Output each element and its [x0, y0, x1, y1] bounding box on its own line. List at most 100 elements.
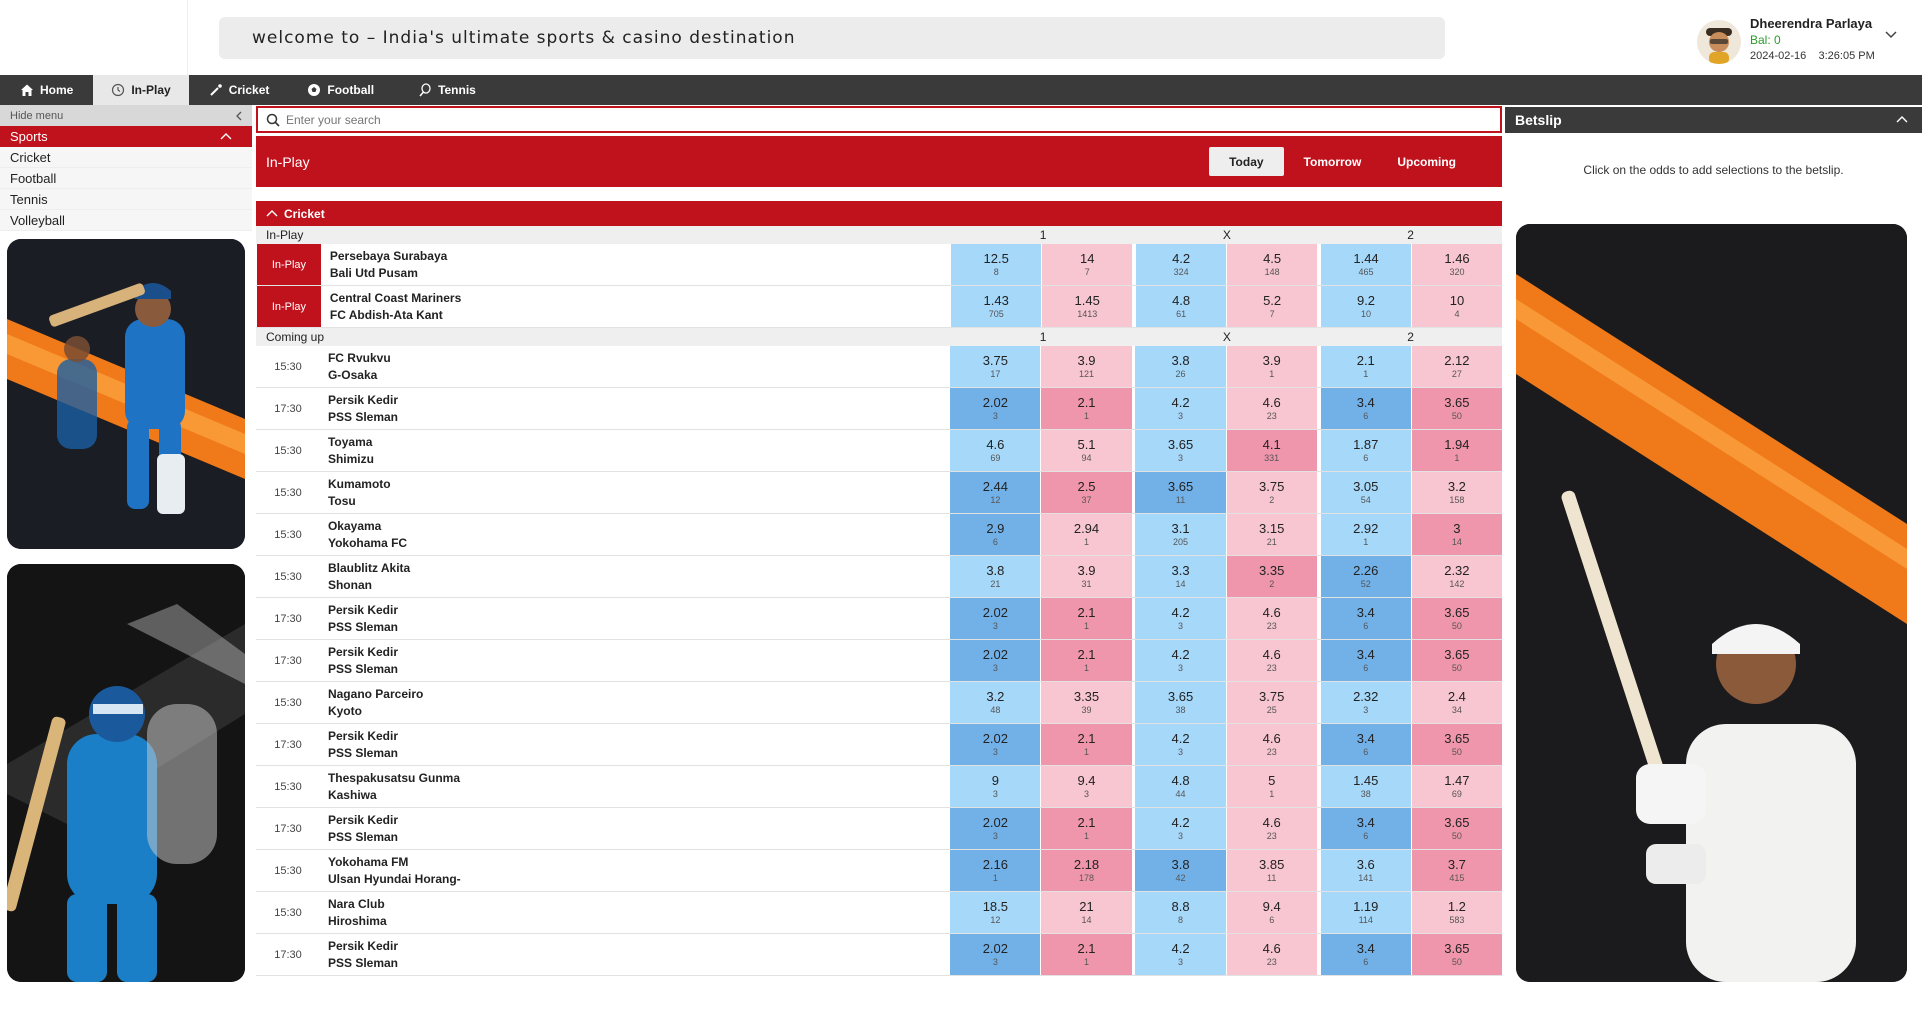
tab-tomorrow[interactable]: Tomorrow: [1303, 154, 1362, 169]
logo-area[interactable]: [0, 0, 188, 75]
odds-lay-button[interactable]: 1.47 69: [1411, 766, 1502, 807]
odds-lay-button[interactable]: 1.46 320: [1412, 244, 1503, 285]
table-row[interactable]: 15:30 FC Rvukvu G-Osaka 3.75 17 3.9 121 3.8 26 3.…: [256, 346, 1502, 388]
sidebar-item-football[interactable]: Football: [0, 168, 252, 189]
match-teams[interactable]: Persebaya Surabaya Bali Utd Pusam: [322, 244, 950, 285]
odds-back-button[interactable]: 2.92 1: [1320, 514, 1411, 555]
odds-back-button[interactable]: 2.02 3: [950, 934, 1041, 975]
odds-lay-button[interactable]: 3.75 25: [1226, 682, 1317, 723]
odds-lay-button[interactable]: 1.94 1: [1411, 430, 1502, 471]
odds-lay-button[interactable]: 3.9 1: [1226, 346, 1317, 387]
odds-lay-button[interactable]: 9.4 6: [1226, 892, 1317, 933]
odds-lay-button[interactable]: 4.6 23: [1226, 640, 1317, 681]
match-teams[interactable]: Kumamoto Tosu: [320, 472, 949, 513]
odds-back-button[interactable]: 9.2 10: [1321, 286, 1412, 327]
user-menu[interactable]: Dheerendra Parlaya Bal: 0 2024-02-16 3:2…: [1697, 16, 1917, 66]
odds-lay-button[interactable]: 4.6 23: [1226, 724, 1317, 765]
betslip-promo-banner[interactable]: [1516, 224, 1907, 982]
odds-lay-button[interactable]: 3 14: [1411, 514, 1502, 555]
match-teams[interactable]: Yokohama FM Ulsan Hyundai Horang-: [320, 850, 949, 891]
odds-lay-button[interactable]: 3.65 50: [1411, 934, 1502, 975]
odds-back-button[interactable]: 2.02 3: [950, 598, 1041, 639]
odds-back-button[interactable]: 1.44 465: [1321, 244, 1412, 285]
nav-tennis[interactable]: Tennis: [392, 75, 494, 105]
nav-home[interactable]: Home: [0, 75, 93, 105]
odds-lay-button[interactable]: 3.9 31: [1041, 556, 1132, 597]
table-row[interactable]: 15:30 Kumamoto Tosu 2.44 12 2.5 37 3.65 11 3.75 2 3…: [256, 472, 1502, 514]
odds-lay-button[interactable]: 3.35 2: [1226, 556, 1317, 597]
odds-lay-button[interactable]: 4.6 23: [1226, 934, 1317, 975]
table-row[interactable]: 15:30 Nara Club Hiroshima 18.5 12 21 14 8.8 8 9.4…: [256, 892, 1502, 934]
odds-back-button[interactable]: 1.19 114: [1320, 892, 1411, 933]
odds-back-button[interactable]: 2.44 12: [950, 472, 1041, 513]
odds-lay-button[interactable]: 3.7 415: [1411, 850, 1502, 891]
odds-back-button[interactable]: 3.75 17: [950, 346, 1041, 387]
tab-upcoming[interactable]: Upcoming: [1397, 154, 1456, 169]
sidebar-item-tennis[interactable]: Tennis: [0, 189, 252, 210]
nav-football[interactable]: Football: [287, 75, 392, 105]
match-teams[interactable]: Nara Club Hiroshima: [320, 892, 949, 933]
odds-back-button[interactable]: 1.43 705: [951, 286, 1042, 327]
odds-back-button[interactable]: 3.1 205: [1135, 514, 1226, 555]
table-row[interactable]: In-Play Central Coast Mariners FC Abdish-A…: [256, 286, 1503, 328]
odds-lay-button[interactable]: 3.85 11: [1226, 850, 1317, 891]
match-teams[interactable]: Persik Kedir PSS Sleman: [320, 598, 949, 639]
match-teams[interactable]: Persik Kedir PSS Sleman: [320, 640, 949, 681]
odds-back-button[interactable]: 3.4 6: [1320, 388, 1411, 429]
odds-lay-button[interactable]: 4.5 148: [1227, 244, 1318, 285]
odds-lay-button[interactable]: 4.6 23: [1226, 388, 1317, 429]
odds-lay-button[interactable]: 3.65 50: [1411, 808, 1502, 849]
table-row[interactable]: 15:30 Nagano Parceiro Kyoto 3.2 48 3.35 39 3.65…: [256, 682, 1502, 724]
odds-lay-button[interactable]: 5.1 94: [1041, 430, 1132, 471]
odds-lay-button[interactable]: 3.75 2: [1226, 472, 1317, 513]
avatar[interactable]: [1697, 20, 1741, 64]
cricket-promo-banner-2[interactable]: [7, 564, 245, 982]
table-row[interactable]: 17:30 Persik Kedir PSS Sleman 2.02 3 2.1 1 4.2 3…: [256, 640, 1502, 682]
odds-lay-button[interactable]: 10 4: [1412, 286, 1503, 327]
odds-back-button[interactable]: 4.6 69: [950, 430, 1041, 471]
odds-back-button[interactable]: 4.2 324: [1136, 244, 1227, 285]
odds-lay-button[interactable]: 21 14: [1041, 892, 1132, 933]
odds-back-button[interactable]: 2.16 1: [950, 850, 1041, 891]
odds-back-button[interactable]: 4.8 44: [1135, 766, 1226, 807]
match-teams[interactable]: Okayama Yokohama FC: [320, 514, 949, 555]
match-teams[interactable]: Persik Kedir PSS Sleman: [320, 934, 949, 975]
odds-back-button[interactable]: 4.2 3: [1135, 640, 1226, 681]
match-teams[interactable]: Persik Kedir PSS Sleman: [320, 388, 949, 429]
odds-back-button[interactable]: 2.02 3: [950, 808, 1041, 849]
odds-back-button[interactable]: 8.8 8: [1135, 892, 1226, 933]
hide-menu-toggle[interactable]: Hide menu: [0, 105, 252, 126]
odds-lay-button[interactable]: 2.94 1: [1041, 514, 1132, 555]
odds-back-button[interactable]: 3.4 6: [1320, 808, 1411, 849]
table-row[interactable]: 17:30 Persik Kedir PSS Sleman 2.02 3 2.1 1 4.2 3…: [256, 598, 1502, 640]
odds-back-button[interactable]: 2.32 3: [1320, 682, 1411, 723]
match-teams[interactable]: Persik Kedir PSS Sleman: [320, 808, 949, 849]
search-bar[interactable]: [256, 106, 1502, 133]
odds-back-button[interactable]: 3.65 11: [1135, 472, 1226, 513]
odds-lay-button[interactable]: 2.1 1: [1041, 388, 1132, 429]
odds-back-button[interactable]: 4.8 61: [1136, 286, 1227, 327]
table-row[interactable]: 17:30 Persik Kedir PSS Sleman 2.02 3 2.1 1 4.2 3…: [256, 808, 1502, 850]
table-row[interactable]: 17:30 Persik Kedir PSS Sleman 2.02 3 2.1 1 4.2 3…: [256, 934, 1502, 976]
odds-back-button[interactable]: 1.45 38: [1320, 766, 1411, 807]
nav-in-play[interactable]: In-Play: [93, 75, 189, 105]
table-row[interactable]: 17:30 Persik Kedir PSS Sleman 2.02 3 2.1 1 4.2 3…: [256, 724, 1502, 766]
odds-lay-button[interactable]: 2.5 37: [1041, 472, 1132, 513]
odds-lay-button[interactable]: 5.2 7: [1227, 286, 1318, 327]
odds-back-button[interactable]: 2.26 52: [1320, 556, 1411, 597]
match-teams[interactable]: Persik Kedir PSS Sleman: [320, 724, 949, 765]
odds-back-button[interactable]: 3.65 38: [1135, 682, 1226, 723]
odds-back-button[interactable]: 3.3 14: [1135, 556, 1226, 597]
betslip-header[interactable]: Betslip: [1505, 107, 1922, 133]
odds-lay-button[interactable]: 2.18 178: [1041, 850, 1132, 891]
match-teams[interactable]: Central Coast Mariners FC Abdish-Ata Kant: [322, 286, 950, 327]
odds-back-button[interactable]: 4.2 3: [1135, 598, 1226, 639]
odds-back-button[interactable]: 3.8 26: [1135, 346, 1226, 387]
odds-lay-button[interactable]: 1.2 583: [1411, 892, 1502, 933]
odds-back-button[interactable]: 3.05 54: [1320, 472, 1411, 513]
odds-back-button[interactable]: 3.2 48: [950, 682, 1041, 723]
odds-lay-button[interactable]: 2.1 1: [1041, 934, 1132, 975]
odds-back-button[interactable]: 18.5 12: [950, 892, 1041, 933]
